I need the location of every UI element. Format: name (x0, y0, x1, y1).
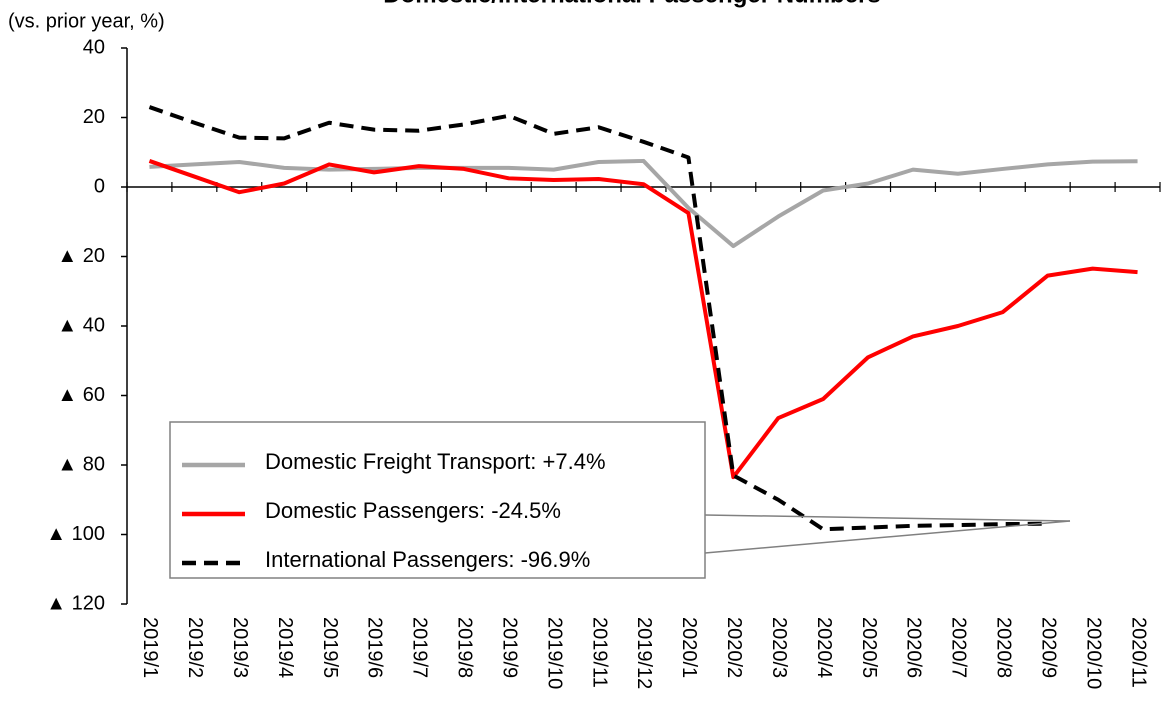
series-line (148, 159, 1138, 480)
y-tick-label: ▲ 100 (46, 523, 105, 545)
x-tick-label: 2019/8 (454, 617, 476, 678)
x-tick-label: 2019/9 (498, 617, 520, 678)
x-tick-label: 2019/4 (274, 617, 296, 678)
x-tick-label: 2020/11 (1127, 617, 1149, 688)
x-tick-label: 2020/9 (1037, 617, 1059, 678)
y-tick-label: ▲ 60 (57, 384, 105, 406)
x-tick-label: 2020/8 (993, 617, 1015, 678)
callout-line (704, 514, 1071, 522)
y-tick-label: ▲ 40 (57, 314, 105, 336)
x-tick-label: 2019/2 (184, 617, 206, 678)
x-tick-label: 2019/10 (543, 617, 565, 689)
legend-box (169, 421, 706, 579)
y-tick-label: ▲ 20 (57, 245, 105, 267)
series-line (148, 105, 1048, 532)
series-line (149, 158, 1138, 249)
y-tick-label: 0 (94, 175, 105, 197)
x-tick-label: 2020/6 (903, 617, 925, 678)
x-tick-label: 2020/3 (768, 617, 790, 678)
legend-label: Domestic Passengers: -24.5% (265, 498, 561, 523)
x-tick-label: 2020/5 (858, 617, 880, 678)
x-tick-label: 2019/7 (409, 617, 431, 678)
y-tick-label: 20 (83, 106, 105, 128)
y-tick-label: ▲ 120 (46, 592, 105, 614)
legend-label: International Passengers: -96.9% (265, 547, 590, 572)
x-tick-label: 2020/10 (1082, 617, 1104, 689)
x-tick-label: 2019/12 (633, 617, 655, 689)
legend-label: Domestic Freight Transport: +7.4% (265, 449, 606, 474)
plot (121, 47, 1161, 605)
legend: Domestic Freight Transport: +7.4% Domesti… (182, 449, 606, 572)
x-tick-label: 2019/5 (319, 617, 341, 678)
x-tick-label: 2019/6 (364, 617, 386, 678)
y-tick-label: 40 (83, 36, 105, 58)
x-tick-label: 2019/3 (229, 617, 251, 678)
callout-line (704, 520, 1071, 554)
y-axis-label: (vs. prior year, %) (8, 10, 165, 32)
x-tick-label: 2020/4 (813, 617, 835, 678)
x-tick-label: 2020/2 (723, 617, 745, 678)
x-tick-label: 2020/7 (948, 617, 970, 678)
x-tick-label: 2019/11 (588, 617, 610, 688)
x-tick-label: 2019/1 (139, 617, 161, 678)
chart-title: ・Domestic/International Passenger Number… (359, 0, 880, 8)
x-tick-label: 2020/1 (678, 617, 700, 678)
y-tick-label: ▲ 80 (57, 453, 105, 475)
